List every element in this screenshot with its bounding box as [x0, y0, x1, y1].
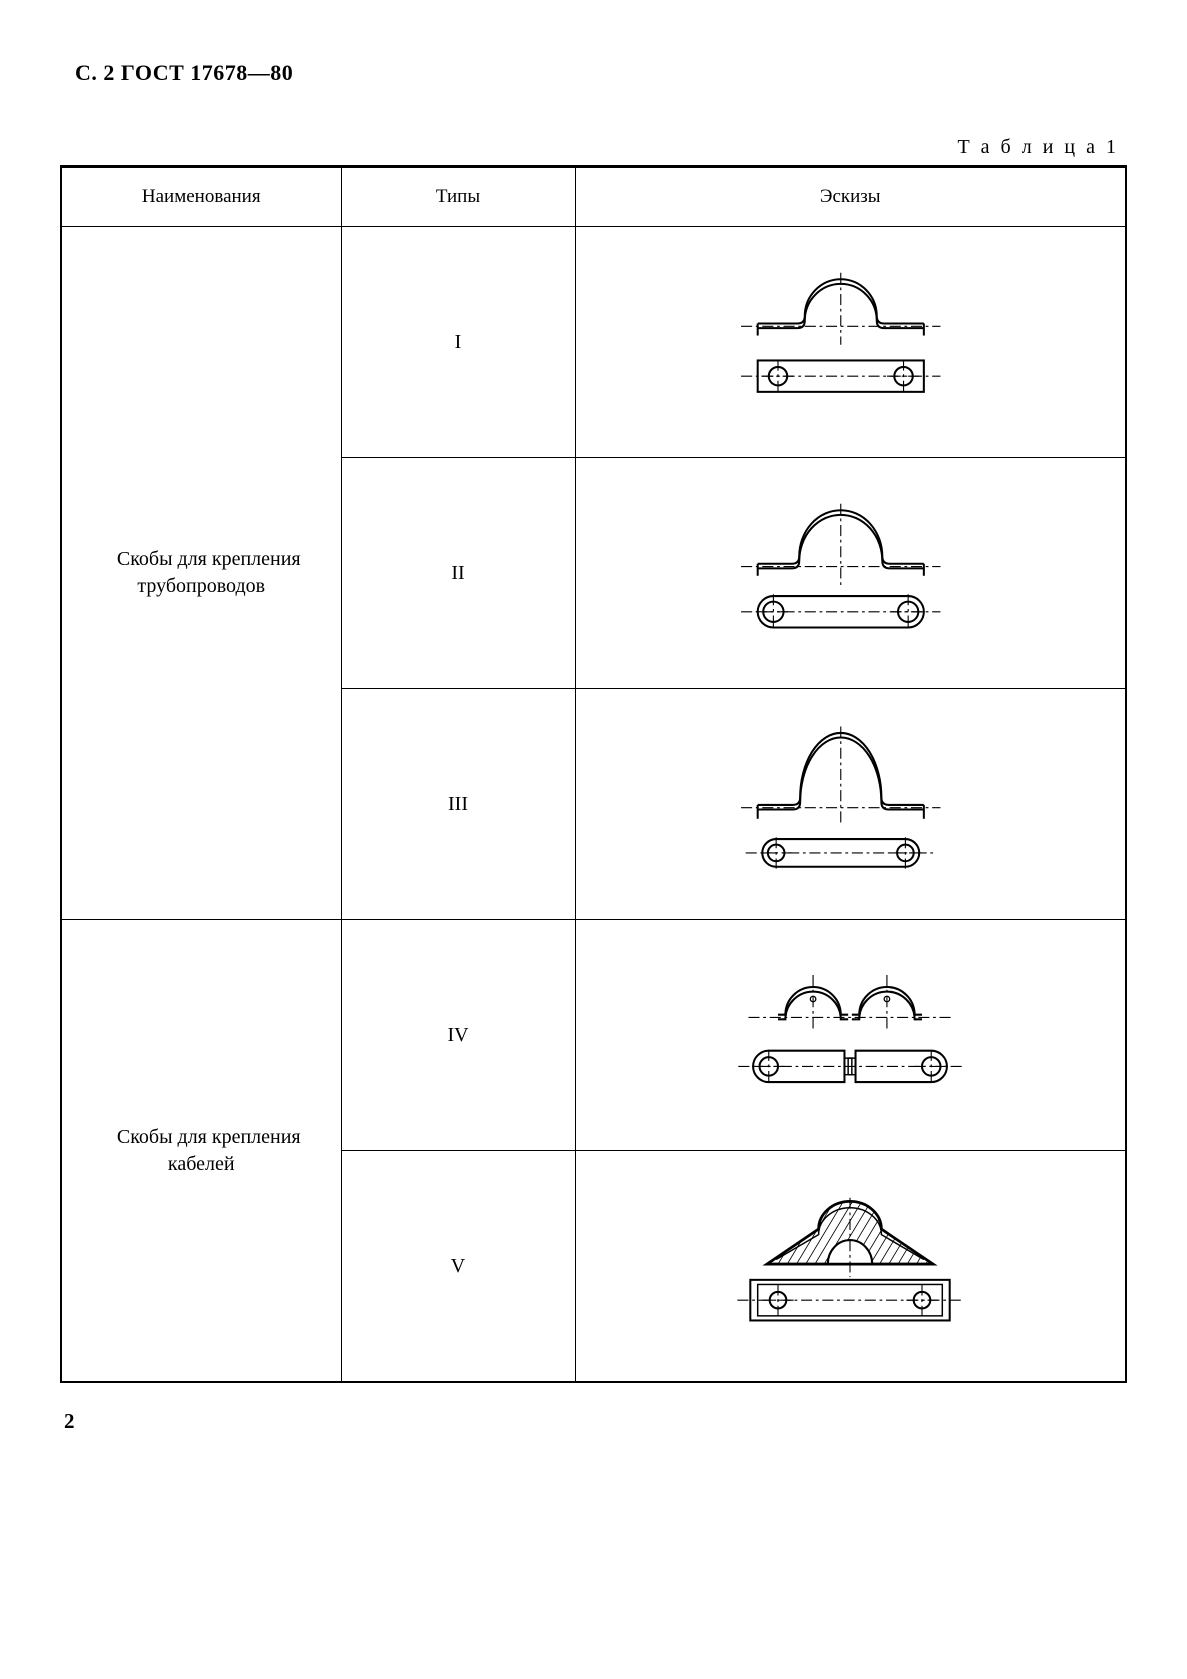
page: С. 2 ГОСТ 17678—80 Т а б л и ц а 1 Наиме…: [60, 60, 1127, 1434]
table-caption: Т а б л и ц а 1: [60, 136, 1127, 159]
cell-type: II: [341, 458, 575, 689]
cell-sketch: [575, 1151, 1126, 1383]
cell-type: V: [341, 1151, 575, 1383]
sketch-svg: [730, 960, 970, 1110]
cell-sketch: [575, 689, 1126, 920]
cell-type: IV: [341, 920, 575, 1151]
main-table: Наименования Типы Эскизы Скобы для крепл…: [60, 165, 1127, 1383]
th-name: Наименования: [61, 167, 341, 227]
th-type: Типы: [341, 167, 575, 227]
cell-sketch: [575, 458, 1126, 689]
page-number: 2: [64, 1409, 1127, 1434]
cell-type: I: [341, 227, 575, 458]
cell-sketch: [575, 920, 1126, 1151]
table-row: Скобы для креплениякабелейIV: [61, 920, 1126, 1151]
sketch-svg: [730, 267, 970, 417]
sketch-svg: [730, 498, 970, 648]
table-header-row: Наименования Типы Эскизы: [61, 167, 1126, 227]
table-row: Скобы для креплениятрубопроводовI: [61, 227, 1126, 458]
page-header: С. 2 ГОСТ 17678—80: [75, 60, 1127, 86]
sketch-svg: [730, 724, 970, 884]
cell-name: Скобы для креплениякабелей: [61, 920, 341, 1383]
cell-type: III: [341, 689, 575, 920]
cell-name: Скобы для креплениятрубопроводов: [61, 227, 341, 920]
cell-sketch: [575, 227, 1126, 458]
th-sketch: Эскизы: [575, 167, 1126, 227]
sketch-svg: [730, 1186, 970, 1346]
